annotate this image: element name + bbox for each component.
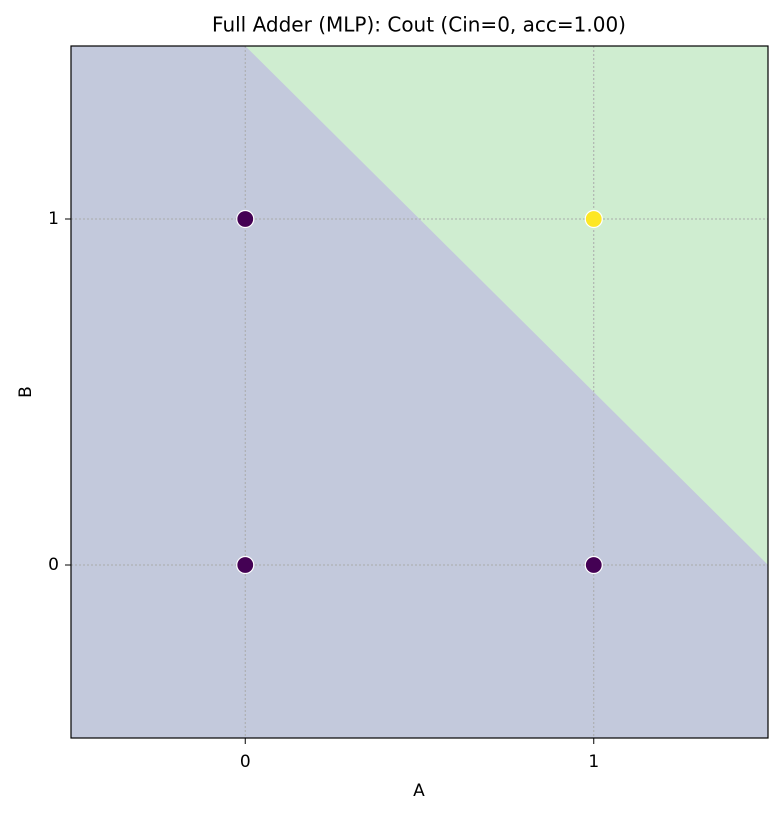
data-point — [584, 555, 603, 575]
y-axis-label: B — [16, 386, 36, 398]
y-tick-label: 1 — [48, 209, 59, 229]
y-tick-label: 0 — [48, 555, 59, 575]
plot-frame — [70, 45, 769, 739]
data-point — [236, 209, 255, 229]
x-axis-label: A — [413, 781, 425, 801]
chart-title: Full Adder (MLP): Cout (Cin=0, acc=1.00) — [212, 13, 626, 37]
data-point — [236, 555, 255, 575]
x-tick-label: 1 — [588, 752, 599, 772]
data-point — [584, 209, 603, 229]
x-tick-label: 0 — [240, 752, 251, 772]
region-class-1 — [245, 46, 768, 565]
